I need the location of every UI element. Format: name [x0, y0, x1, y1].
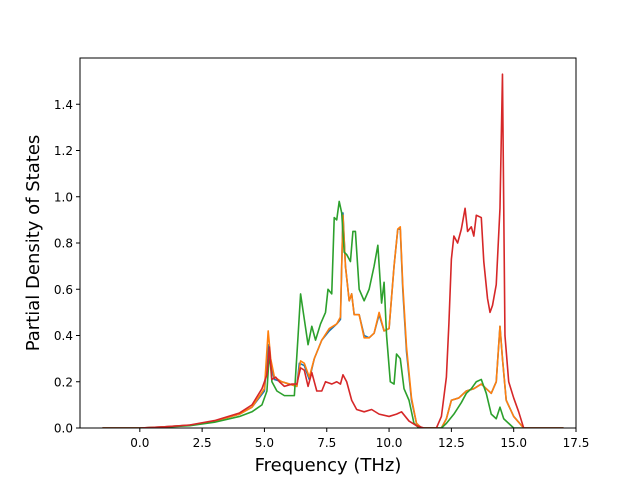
series-line-3	[102, 200, 564, 428]
x-axis-label: Frequency (THz)	[255, 455, 402, 476]
y-tick-label: 1.0	[54, 190, 73, 204]
y-axis-label: Partial Density of States	[23, 135, 44, 352]
x-tick-label: 17.5	[563, 436, 590, 450]
x-tick-label: 0.0	[130, 436, 149, 450]
x-tick-label: 15.0	[500, 436, 527, 450]
x-tick-label: 7.5	[317, 436, 336, 450]
x-tick-label: 12.5	[438, 436, 465, 450]
y-axis: 0.0 0.2 0.4 0.6 0.8 1.0 1.2 1.4	[54, 98, 80, 436]
y-tick-label: 0.4	[54, 329, 73, 343]
y-tick-label: 1.4	[54, 98, 73, 112]
y-tick-label: 0.2	[54, 375, 73, 389]
x-tick-label: 2.5	[193, 436, 212, 450]
x-tick-label: 10.0	[376, 436, 403, 450]
y-tick-label: 0.0	[54, 422, 73, 436]
y-tick-label: 0.8	[54, 237, 73, 251]
x-tick-label: 5.0	[255, 436, 274, 450]
series-line-4	[102, 73, 564, 428]
series-layer	[102, 73, 564, 428]
y-tick-label: 1.2	[54, 144, 73, 158]
x-axis: 0.0 2.5 5.0 7.5 10.0 12.5 15.0 17.5	[130, 428, 589, 450]
y-tick-label: 0.6	[54, 283, 73, 297]
series-line-2	[102, 214, 564, 428]
